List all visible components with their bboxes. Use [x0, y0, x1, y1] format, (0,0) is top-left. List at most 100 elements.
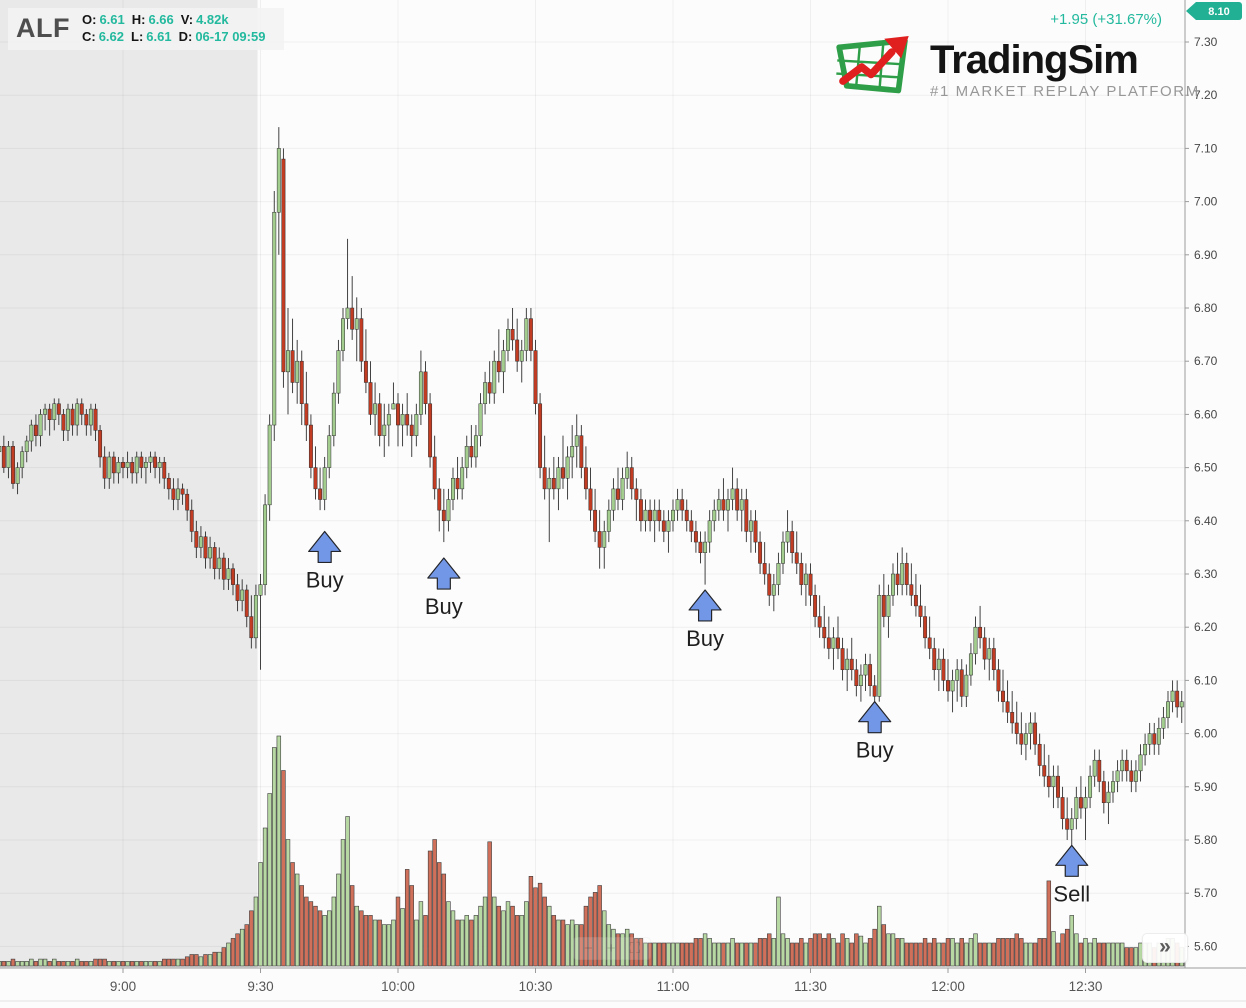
candle [895, 573, 900, 585]
volume-bar [597, 885, 602, 967]
volume-bar [932, 938, 937, 967]
candle [771, 584, 776, 596]
candle [643, 509, 648, 522]
volume-bar [143, 961, 149, 967]
volume-bar [748, 942, 754, 967]
volume-bar [93, 958, 98, 967]
volume-bar [863, 942, 868, 967]
volume-bar [107, 961, 112, 967]
price-axis[interactable]: 7.30 7.20 7.10 7.00 6.90 6.80 6.70 6.60 6.50 6.40… [1184, 0, 1246, 1008]
open-label: O: [81, 12, 97, 27]
candle [579, 435, 584, 468]
candle [221, 557, 226, 580]
volume-bar [368, 915, 373, 967]
candle [515, 339, 520, 362]
candle [272, 211, 277, 426]
volume-bar [129, 961, 135, 967]
candle [854, 669, 859, 686]
volume-bar [492, 896, 497, 967]
volume-bar [698, 938, 703, 967]
volume-bar [1060, 933, 1065, 967]
expand-icon[interactable]: ⛶ [629, 940, 641, 957]
candle [932, 648, 937, 671]
candle [987, 648, 992, 660]
candle [813, 595, 818, 617]
price-tick-label: 6.60 [1194, 407, 1218, 421]
candle [1170, 690, 1175, 702]
volume-bar [285, 839, 291, 967]
candle [1179, 701, 1184, 708]
volume-bar [386, 924, 392, 967]
candle [712, 509, 717, 522]
candle [208, 547, 213, 559]
chart-zoom-controls: − + ⛶ [573, 937, 652, 960]
volume-bar [478, 905, 483, 967]
price-tick-label: 6.40 [1194, 514, 1218, 528]
volume-bar [867, 938, 873, 967]
volume-bar [675, 942, 680, 967]
candle [102, 456, 107, 479]
candle [66, 408, 70, 431]
volume-bar [473, 915, 479, 967]
volume-bar [780, 933, 786, 967]
candle [909, 584, 914, 596]
candle [409, 424, 414, 436]
candle [918, 605, 923, 617]
candle [1056, 775, 1060, 798]
candle [611, 488, 616, 511]
volume-bar [363, 915, 369, 967]
candle [428, 403, 433, 458]
candle [900, 563, 905, 585]
zoom-in-icon[interactable]: + [606, 940, 616, 957]
volume-bar [858, 935, 864, 967]
candle [198, 536, 203, 548]
candle [680, 499, 685, 511]
buy-annotation: Buy [686, 589, 724, 651]
volume-bar [812, 933, 818, 967]
candle [836, 637, 840, 649]
volume-bar [267, 793, 272, 967]
candle [267, 424, 272, 506]
volume-bar [102, 958, 107, 967]
candle [840, 648, 845, 671]
candle [38, 414, 43, 436]
candle [377, 403, 382, 436]
volume-bar [744, 942, 749, 967]
candle [180, 488, 185, 495]
candle [318, 488, 323, 500]
volume-value: 4.82k [196, 12, 229, 27]
time-axis[interactable]: 9:00 9:30 10:00 10:30 11:00 11:30 12:00 12:30 [0, 967, 1246, 1008]
volume-bar [61, 961, 66, 967]
volume-bar [647, 942, 653, 967]
volume-bar [964, 942, 969, 967]
zoom-out-icon[interactable]: − [584, 940, 593, 957]
candle [235, 584, 240, 601]
candle [391, 403, 396, 410]
candle [538, 403, 543, 468]
candle [872, 685, 877, 697]
candle [982, 637, 987, 660]
candle [350, 307, 355, 330]
candle [290, 350, 295, 383]
volume-bar [1119, 942, 1125, 967]
buy-annotation: Buy [306, 530, 344, 592]
volume-bar [519, 915, 524, 967]
volume-bar [294, 873, 300, 967]
candle [1097, 759, 1102, 782]
scroll-to-latest-button[interactable]: » [1142, 933, 1188, 963]
volume-bar [1023, 942, 1029, 967]
volume-bar [987, 942, 992, 967]
candle [414, 414, 419, 436]
candle [991, 648, 996, 671]
volume-bar [207, 954, 213, 967]
volume-bar [322, 915, 327, 967]
volume-bar [840, 933, 845, 967]
sell-annotation: Sell [1053, 844, 1090, 906]
volume-bar [762, 938, 767, 967]
volume-bar [899, 938, 905, 967]
volume-bar [794, 942, 799, 967]
candle [868, 664, 873, 686]
candle [157, 462, 162, 468]
candle [1175, 690, 1180, 708]
